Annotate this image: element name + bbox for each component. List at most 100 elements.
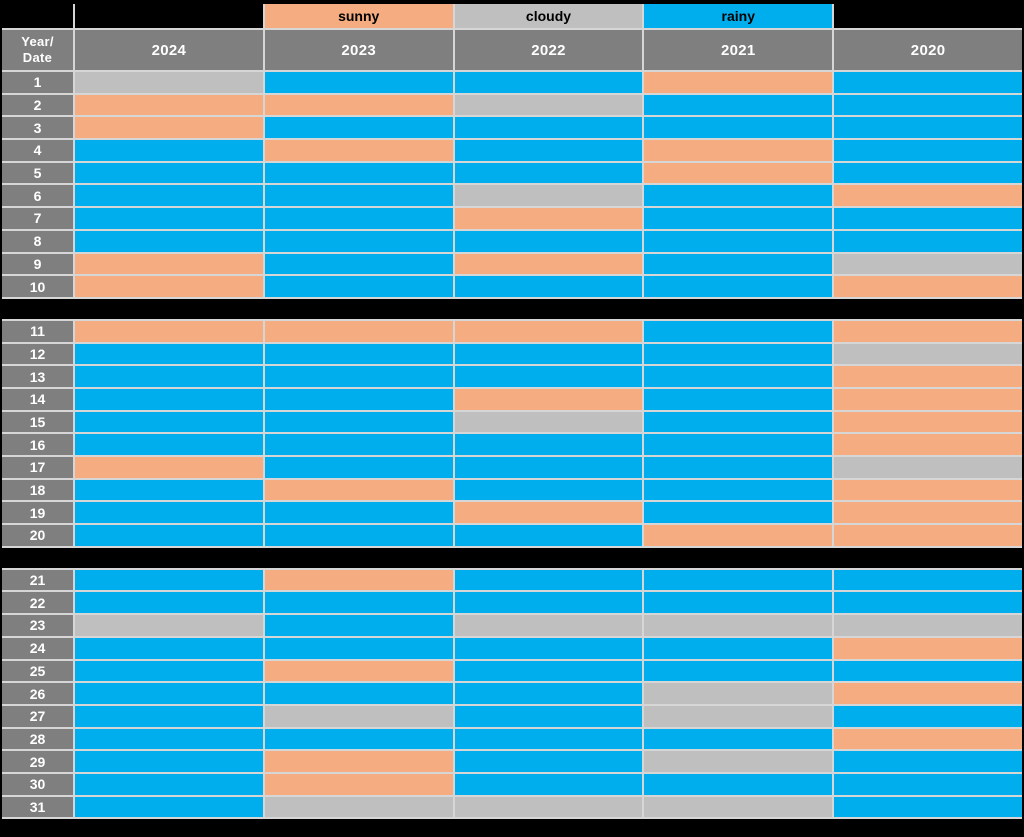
- weather-cell-2023-day-8: [264, 230, 453, 252]
- weather-cell-2024-day-4: [75, 140, 263, 161]
- row-label-21: 21: [2, 569, 73, 591]
- weather-cell-2023-day-13: [264, 366, 453, 387]
- weather-cell-2021-day-13: [644, 366, 833, 387]
- weather-cell-2023-day-5: [264, 162, 453, 184]
- section-days-11-20: 11 12 13 14 15 16 17 18 19 20: [2, 320, 1022, 546]
- weather-cell-2022-day-11: [454, 320, 643, 342]
- weather-cell-2024-day-11: [75, 320, 263, 342]
- weather-cell-2020-day-5: [834, 162, 1022, 184]
- weather-cell-2020-day-20: [834, 525, 1022, 546]
- header-row: Year/ Date 2024 2023 2022 2021 2020: [2, 30, 1022, 70]
- weather-cell-2021-day-4: [644, 140, 833, 161]
- weather-cell-2023-day-18: [264, 479, 453, 501]
- weather-cell-2020-day-13: [834, 366, 1022, 387]
- weather-cell-2022-day-27: [454, 705, 643, 727]
- weather-cell-2020-day-11: [834, 320, 1022, 342]
- weather-cell-2024-day-3: [75, 117, 263, 139]
- row-label-22: 22: [2, 592, 73, 614]
- weather-cell-2022-day-1: [454, 72, 643, 93]
- weather-cell-2021-day-23: [644, 615, 833, 636]
- weather-cell-2022-day-31: [454, 796, 643, 818]
- weather-cell-2022-day-5: [454, 162, 643, 184]
- weather-cell-2021-day-31: [644, 796, 833, 818]
- weather-cell-2022-day-15: [454, 411, 643, 433]
- weather-cell-2021-day-15: [644, 411, 833, 433]
- weather-cell-2023-day-23: [264, 615, 453, 636]
- weather-cell-2021-day-5: [644, 162, 833, 184]
- row-label-12: 12: [2, 343, 73, 365]
- weather-cell-2023-day-14: [264, 388, 453, 410]
- weather-cell-2022-day-4: [454, 140, 643, 161]
- weather-cell-2020-day-1: [834, 72, 1022, 93]
- weather-cell-2022-day-20: [454, 525, 643, 546]
- legend-blank-2020: [834, 4, 1022, 28]
- weather-cell-2024-day-22: [75, 592, 263, 614]
- year-header-2023: 2023: [264, 30, 453, 70]
- row-label-3: 3: [2, 117, 73, 139]
- weather-cell-2020-day-7: [834, 208, 1022, 229]
- weather-cell-2022-day-13: [454, 366, 643, 387]
- weather-cell-2023-day-31: [264, 796, 453, 818]
- weather-cell-2023-day-9: [264, 253, 453, 275]
- weather-cell-2020-day-15: [834, 411, 1022, 433]
- weather-cell-2020-day-2: [834, 94, 1022, 116]
- weather-cell-2024-day-21: [75, 569, 263, 591]
- row-label-5: 5: [2, 162, 73, 184]
- weather-cell-2021-day-1: [644, 72, 833, 93]
- weather-cell-2022-day-14: [454, 388, 643, 410]
- weather-cell-2023-day-21: [264, 569, 453, 591]
- row-label-16: 16: [2, 434, 73, 455]
- weather-cell-2021-day-10: [644, 276, 833, 297]
- row-label-25: 25: [2, 660, 73, 682]
- weather-cell-2021-day-26: [644, 683, 833, 704]
- weather-cell-2023-day-29: [264, 751, 453, 772]
- weather-cell-2020-day-28: [834, 728, 1022, 750]
- weather-cell-2021-day-29: [644, 751, 833, 772]
- row-label-11: 11: [2, 320, 73, 342]
- weather-cell-2022-day-23: [454, 615, 643, 636]
- weather-cell-2020-day-30: [834, 773, 1022, 795]
- row-label-18: 18: [2, 479, 73, 501]
- weather-cell-2022-day-8: [454, 230, 643, 252]
- row-label-23: 23: [2, 615, 73, 636]
- weather-cell-2021-day-21: [644, 569, 833, 591]
- weather-cell-2023-day-26: [264, 683, 453, 704]
- weather-cell-2020-day-29: [834, 751, 1022, 772]
- row-label-17: 17: [2, 457, 73, 478]
- weather-cell-2022-day-25: [454, 660, 643, 682]
- weather-cell-2020-day-19: [834, 502, 1022, 524]
- weather-cell-2022-day-24: [454, 637, 643, 659]
- weather-cell-2020-day-23: [834, 615, 1022, 636]
- corner-line-1: Year/: [21, 34, 54, 49]
- weather-cell-2020-day-17: [834, 457, 1022, 478]
- weather-cell-2020-day-27: [834, 705, 1022, 727]
- legend-item-rainy: rainy: [644, 4, 833, 28]
- year-header-2021: 2021: [644, 30, 833, 70]
- weather-cell-2020-day-12: [834, 343, 1022, 365]
- legend-row: sunny cloudy rainy: [2, 4, 1022, 28]
- weather-table: sunny cloudy rainy Year/ Date 2024 2023 …: [2, 4, 1022, 837]
- weather-cell-2021-day-25: [644, 660, 833, 682]
- weather-cell-2023-day-11: [264, 320, 453, 342]
- legend-corner-blank: [2, 4, 73, 28]
- row-label-29: 29: [2, 751, 73, 772]
- weather-cell-2024-day-14: [75, 388, 263, 410]
- weather-cell-2023-day-10: [264, 276, 453, 297]
- section-divider-band: [2, 547, 1022, 568]
- weather-cell-2020-day-22: [834, 592, 1022, 614]
- weather-cell-2024-day-16: [75, 434, 263, 455]
- weather-cell-2023-day-19: [264, 502, 453, 524]
- weather-cell-2021-day-14: [644, 388, 833, 410]
- weather-cell-2020-day-9: [834, 253, 1022, 275]
- weather-cell-2020-day-8: [834, 230, 1022, 252]
- weather-cell-2020-day-24: [834, 637, 1022, 659]
- weather-cell-2020-day-25: [834, 660, 1022, 682]
- weather-cell-2020-day-18: [834, 479, 1022, 501]
- weather-cell-2020-day-10: [834, 276, 1022, 297]
- row-label-28: 28: [2, 728, 73, 750]
- weather-cell-2024-day-26: [75, 683, 263, 704]
- legend-item-sunny: sunny: [264, 4, 453, 28]
- weather-cell-2022-day-26: [454, 683, 643, 704]
- weather-cell-2024-day-19: [75, 502, 263, 524]
- weather-cell-2022-day-6: [454, 185, 643, 207]
